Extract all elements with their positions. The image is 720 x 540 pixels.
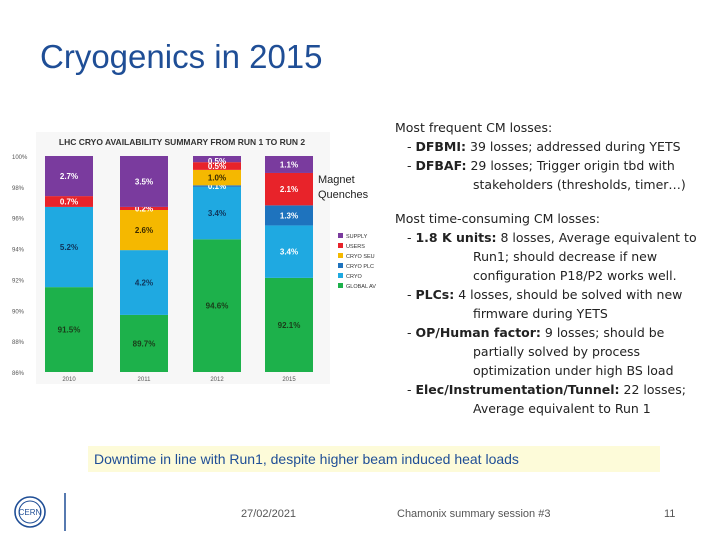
legend-label: SUPPLY	[346, 234, 368, 240]
data-label: 91.5%	[58, 326, 81, 335]
chart-title: LHC CRYO AVAILABILITY SUMMARY FROM RUN 1…	[59, 137, 305, 147]
bar-segment	[193, 185, 241, 187]
bar-segment	[45, 206, 93, 288]
item-key: OP/Human factor:	[415, 325, 541, 340]
data-label: 1.0%	[208, 174, 226, 183]
bar-segment	[120, 156, 168, 207]
bar-segment	[45, 287, 93, 372]
data-label: 1.3%	[280, 211, 298, 220]
footer-session: Chamonix summary session #3	[397, 508, 551, 520]
item-text: 9 losses; should be partially solved by …	[473, 325, 674, 378]
availability-chart: LHC CRYO AVAILABILITY SUMMARY FROM RUN 1…	[12, 132, 376, 384]
notes-panel: Most frequent CM losses: - DFBMI: 39 los…	[395, 118, 705, 418]
page-number: 11	[664, 508, 676, 520]
x-tick-label: 2011	[138, 377, 152, 383]
item-text: 39 losses; addressed during YETS	[466, 139, 681, 154]
y-tick-label: 100%	[12, 155, 28, 161]
item-text: 29 losses; Trigger origin tbd with stake…	[466, 158, 686, 192]
legend-swatch	[338, 263, 343, 268]
item-key: PLCs:	[415, 287, 455, 302]
data-label: 4.2%	[135, 279, 153, 288]
y-tick-label: 92%	[12, 278, 25, 284]
data-label: 2.7%	[60, 172, 78, 181]
data-label: 3.5%	[135, 177, 153, 186]
logo-text: CERN	[19, 508, 42, 517]
annotation-line-1: Magnet	[318, 174, 355, 186]
data-label: 1.1%	[280, 160, 298, 169]
cern-logo-icon: CERN	[14, 493, 66, 531]
data-label: 3.4%	[280, 248, 298, 257]
y-tick-label: 88%	[12, 340, 25, 346]
item-key: Elec/Instrumentation/Tunnel:	[415, 382, 620, 397]
bar-segment	[120, 250, 168, 315]
spacer	[395, 194, 705, 209]
data-label: 0.7%	[60, 198, 78, 207]
consuming-losses-heading: Most time-consuming CM losses:	[395, 211, 600, 226]
bar-segment	[193, 239, 241, 372]
footer-date: 27/02/2021	[241, 508, 297, 520]
bar-segment	[45, 196, 93, 207]
frequent-loss-item: - DFBMI: 39 losses; addressed during YET…	[407, 139, 681, 154]
x-tick-label: 2015	[282, 377, 296, 383]
summary-box: Downtime in line with Run1, despite high…	[88, 446, 660, 472]
x-tick-label: 2012	[210, 377, 224, 383]
legend-label: CRYO	[346, 274, 363, 280]
consuming-loss-item: - OP/Human factor: 9 losses; should be p…	[407, 325, 674, 378]
bar-segment	[265, 156, 313, 173]
frequent-losses-heading: Most frequent CM losses:	[395, 120, 553, 135]
bar-segment	[265, 277, 313, 372]
legend-label: CRYO PLC	[346, 264, 374, 270]
data-label: 0.5%	[208, 157, 226, 166]
consuming-loss-item: - Elec/Instrumentation/Tunnel: 22 losses…	[407, 382, 686, 416]
legend-swatch	[338, 273, 343, 278]
bar-segment	[120, 314, 168, 372]
data-label: 3.4%	[208, 209, 226, 218]
bar-segment	[193, 169, 241, 186]
item-text: 4 losses, should be solved with new firm…	[454, 287, 683, 321]
data-label: 0.5%	[208, 162, 226, 171]
bar-segment	[193, 186, 241, 240]
x-tick-label: 2010	[62, 377, 76, 383]
y-tick-label: 94%	[12, 248, 25, 254]
item-key: DFBMI:	[415, 139, 467, 154]
data-label: 2.6%	[135, 226, 153, 235]
data-label: 94.6%	[206, 302, 229, 311]
bar-segment	[193, 156, 241, 163]
y-tick-label: 90%	[12, 309, 25, 315]
slide-title: Cryogenics in 2015	[40, 38, 323, 75]
y-tick-label: 96%	[12, 217, 25, 223]
chart-svg: LHC CRYO AVAILABILITY SUMMARY FROM RUN 1…	[12, 132, 376, 384]
bar-segment	[193, 162, 241, 170]
legend-swatch	[338, 253, 343, 258]
data-label: 92.1%	[278, 321, 301, 330]
item-text: 22 losses; Average equivalent to Run 1	[473, 382, 686, 416]
data-label: 0.2%	[135, 204, 153, 213]
bar-segment	[265, 205, 313, 226]
consuming-loss-item: - 1.8 K units: 8 losses, Average equival…	[407, 230, 697, 283]
bar-segment	[265, 172, 313, 206]
bar-segment	[120, 206, 168, 210]
bar-segment	[120, 210, 168, 251]
data-label: 5.2%	[60, 243, 78, 252]
legend-swatch	[338, 283, 343, 288]
legend-label: USERS	[346, 244, 365, 250]
bar-segment	[265, 225, 313, 278]
annotation-line-2: Quenches	[318, 189, 369, 201]
legend-swatch	[338, 233, 343, 238]
item-key: 1.8 K units:	[415, 230, 497, 245]
bar-segment	[45, 156, 93, 197]
consuming-loss-item: - PLCs: 4 losses, should be solved with …	[407, 287, 683, 321]
item-key: DFBAF:	[415, 158, 467, 173]
y-tick-label: 98%	[12, 186, 25, 192]
legend-label: CRYO SEU	[346, 254, 375, 260]
y-tick-label: 86%	[12, 371, 25, 377]
legend-label: GLOBAL AV	[346, 284, 376, 290]
item-text: 8 losses, Average equivalent to Run1; sh…	[473, 230, 697, 283]
data-label: 0.1%	[208, 182, 226, 191]
frequent-loss-item: - DFBAF: 29 losses; Trigger origin tbd w…	[407, 158, 686, 192]
data-label: 2.1%	[280, 185, 298, 194]
legend-swatch	[338, 243, 343, 248]
data-label: 89.7%	[133, 339, 156, 348]
magnet-quenches-annotation: Magnet Quenches	[318, 173, 368, 203]
